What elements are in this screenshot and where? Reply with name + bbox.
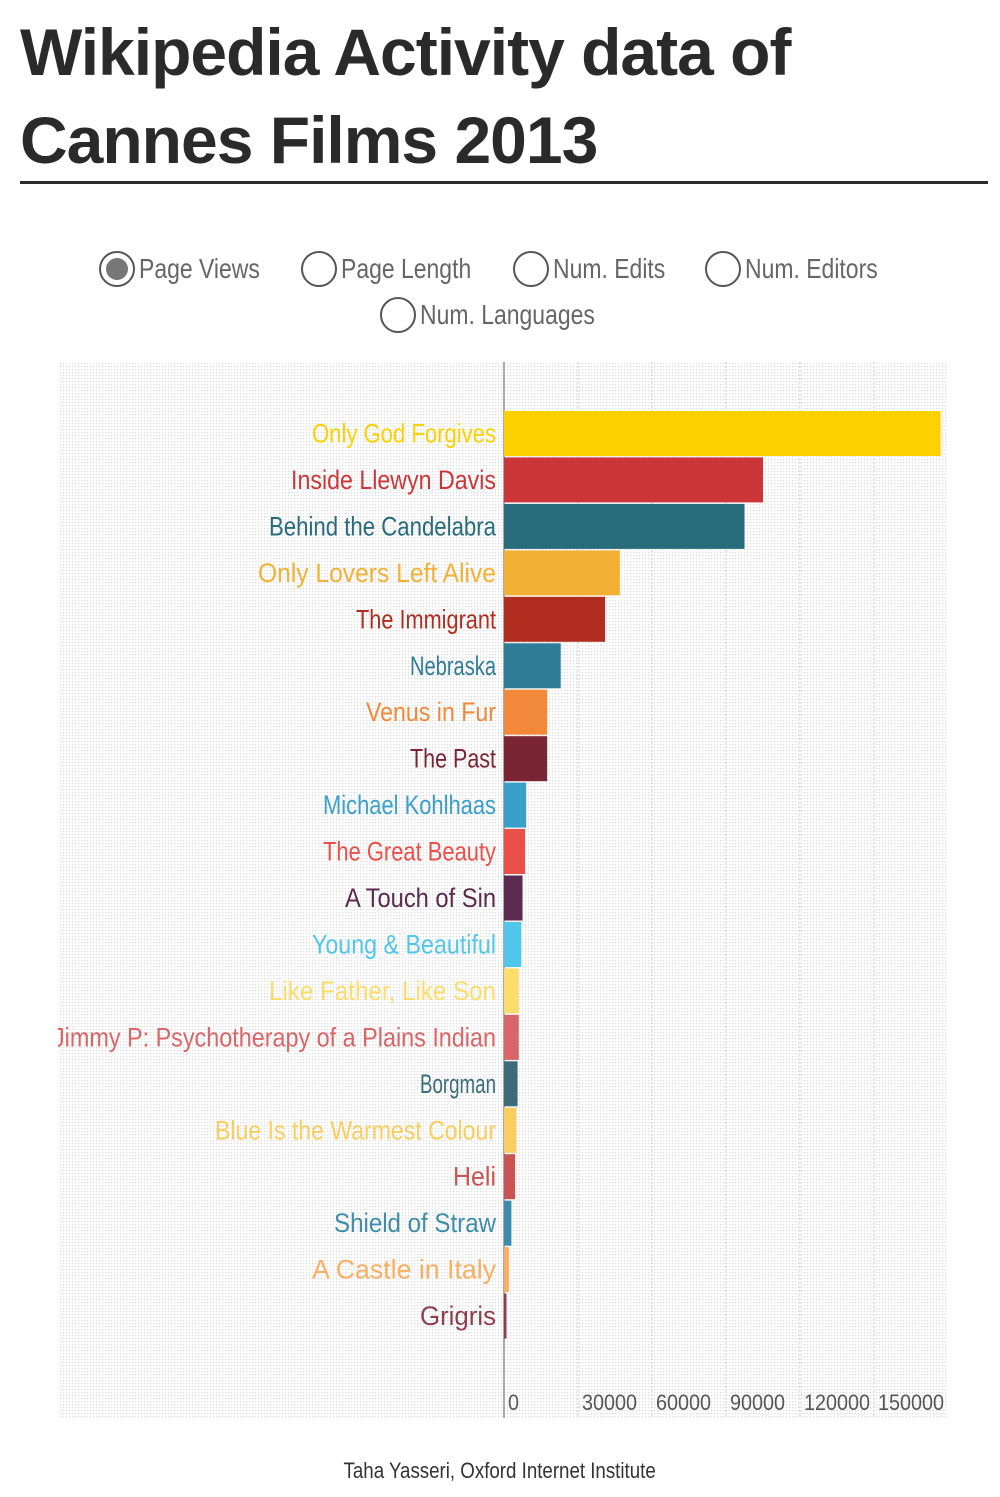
x-tick-label: 90000 [730,1390,785,1415]
bar[interactable] [504,968,519,1014]
category-label: A Touch of Sin [345,883,496,913]
radio-unchecked-icon[interactable] [512,250,549,287]
radio-num-editors[interactable]: Num. Editors [704,244,901,292]
bar[interactable] [504,411,941,456]
bars-group [504,411,941,1339]
radio-page-views[interactable]: Page Views [99,244,285,292]
page-title: Wikipedia Activity data of Cannes Films … [20,15,791,177]
bar[interactable] [504,503,745,549]
radio-unchecked-icon[interactable] [301,250,338,287]
radio-label-page-length: Page Length [341,252,472,284]
bar[interactable] [504,550,620,596]
category-label: Michael Kohlhaas [323,790,496,820]
category-label: Young & Beautiful [312,930,496,960]
category-label: The Great Beauty [323,837,496,867]
radio-label-page-views: Page Views [139,252,261,284]
category-label: Borgman [420,1069,496,1099]
metric-selector-row-1: Page Views Page Length Num. Edits Num. E… [0,244,1000,290]
bar[interactable] [504,1293,507,1339]
title-divider [20,181,988,184]
radio-label-num-edits: Num. Edits [552,252,666,284]
radio-unchecked-icon[interactable] [704,250,741,287]
bar[interactable] [504,1200,512,1246]
metric-selector-row-2: Num. Languages [0,290,1000,336]
credit-text: Taha Yasseri, Oxford Internet Institute [343,1458,657,1483]
category-label: Inside Llewyn Davis [291,465,496,495]
bar[interactable] [504,457,763,503]
bar[interactable] [504,1014,519,1060]
category-label: A Castle in Italy [312,1255,496,1285]
bar[interactable] [504,1061,518,1107]
bar[interactable] [504,596,606,642]
radio-num-languages[interactable]: Num. Languages [380,290,620,338]
bar[interactable] [504,1154,516,1200]
category-label: Like Father, Like Son [269,976,496,1006]
bar[interactable] [504,829,525,874]
category-label: Only God Forgives [312,419,496,449]
x-tick-label: 150000 [878,1390,944,1415]
category-label: Venus in Fur [366,697,496,727]
category-labels: Only God Forgives Inside Llewyn Davis Behi… [53,419,497,1332]
category-label: Shield of Straw [334,1208,496,1238]
x-tick-label: 60000 [656,1390,711,1415]
category-label: The Past [410,744,496,774]
bar[interactable] [504,736,548,782]
category-label: Blue Is the Warmest Colour [215,1115,496,1145]
category-label: Nebraska [410,651,497,681]
bar[interactable] [504,1107,517,1153]
radio-label-num-editors: Num. Editors [744,252,878,284]
bar[interactable] [504,875,523,921]
credit-footer: Taha Yasseri, Oxford Internet Institute [0,1458,1000,1484]
bar[interactable] [504,643,561,689]
bar[interactable] [504,922,522,967]
category-label: Heli [453,1162,496,1192]
bar[interactable] [504,689,548,735]
bar[interactable] [504,782,527,828]
bar[interactable] [504,1247,509,1293]
category-label: Jimmy P: Psychotherapy of a Plains India… [53,1022,496,1052]
x-tick-label: 0 [508,1390,519,1415]
category-label: Grigris [420,1301,496,1331]
radio-checked-icon[interactable] [99,250,136,287]
x-tick-label: 30000 [582,1390,637,1415]
category-label: The Immigrant [356,604,496,634]
category-label: Behind the Candelabra [269,511,497,541]
radio-num-edits[interactable]: Num. Edits [512,244,689,292]
radio-unchecked-icon[interactable] [380,296,416,333]
metric-selector: Page Views Page Length Num. Edits Num. E… [0,244,1000,336]
x-tick-labels: 0 30000 60000 90000 120000 150000 [508,1390,944,1415]
x-tick-label: 120000 [804,1390,870,1415]
radio-label-num-languages: Num. Languages [420,298,595,330]
category-label: Only Lovers Left Alive [258,558,496,588]
radio-page-length[interactable]: Page Length [301,244,497,292]
